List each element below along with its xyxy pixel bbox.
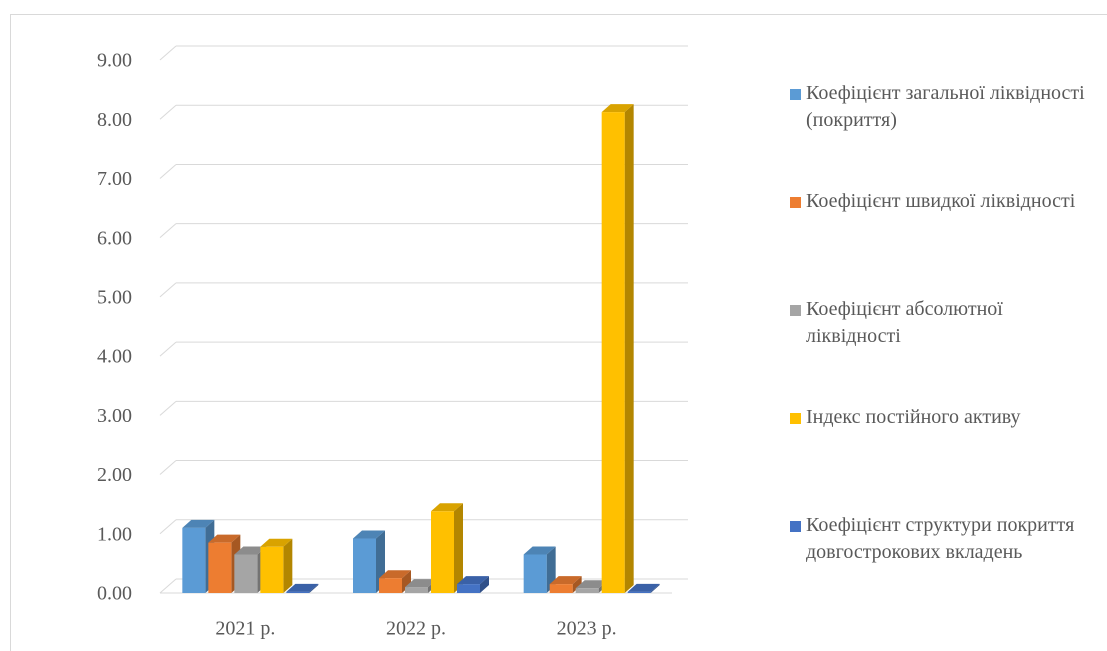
grid-line-side bbox=[159, 460, 177, 475]
bar bbox=[457, 576, 489, 593]
y-tick-label: 5.00 bbox=[97, 286, 132, 308]
bar-front bbox=[379, 578, 402, 593]
bar bbox=[549, 576, 582, 593]
legend-label: Коефіцієнт абсолютної ліквідності bbox=[806, 298, 1003, 347]
y-tick-label: 7.00 bbox=[97, 168, 132, 190]
grid-line-side bbox=[159, 578, 177, 594]
y-tick-label: 3.00 bbox=[97, 405, 132, 427]
bar bbox=[601, 104, 634, 594]
bar-top bbox=[405, 579, 437, 588]
bar-front bbox=[182, 527, 206, 593]
bar-top bbox=[208, 534, 241, 543]
legend-label: Коефіцієнт загальної ліквідності (покрит… bbox=[806, 82, 1085, 131]
bar bbox=[431, 503, 463, 593]
grid-line-side bbox=[159, 400, 177, 416]
legend: Коефіцієнт загальної ліквідності (покрит… bbox=[790, 80, 1100, 620]
bar bbox=[260, 538, 293, 593]
legend-label: Коефіцієнт структури покриття довгострок… bbox=[806, 514, 1075, 563]
bar-side bbox=[572, 576, 582, 593]
grid-line-side bbox=[159, 282, 177, 298]
y-tick-label: 0.00 bbox=[97, 583, 132, 605]
bar-top bbox=[182, 519, 215, 528]
grid-line-side bbox=[159, 164, 177, 179]
bar-top bbox=[601, 104, 634, 113]
bar-side bbox=[283, 538, 293, 593]
bar bbox=[379, 570, 411, 593]
bar-front bbox=[208, 542, 232, 593]
bar-front bbox=[260, 546, 284, 593]
bar-top bbox=[457, 576, 489, 585]
bar-front bbox=[431, 511, 454, 593]
bar-top bbox=[286, 583, 319, 592]
bar-side bbox=[454, 503, 463, 593]
legend-item: Коефіцієнт структури покриття довгострок… bbox=[790, 512, 1100, 620]
legend-item: Коефіцієнт загальної ліквідності (покрит… bbox=[790, 80, 1100, 188]
legend-label: Індекс постійного активу bbox=[806, 406, 1021, 428]
grid-line-side bbox=[159, 341, 177, 357]
bar-side bbox=[402, 570, 411, 593]
bar-top bbox=[575, 580, 608, 589]
grid-line-side bbox=[159, 519, 177, 535]
grid-line-side bbox=[159, 45, 177, 61]
bar-front bbox=[405, 587, 428, 593]
legend-swatch bbox=[790, 521, 801, 532]
bar-top bbox=[549, 576, 582, 585]
bar-top bbox=[234, 546, 267, 555]
bar-side bbox=[624, 104, 634, 594]
legend-swatch bbox=[790, 305, 801, 316]
bar-side bbox=[309, 583, 319, 593]
legend-item: Коефіцієнт швидкої ліквідності bbox=[790, 188, 1100, 296]
x-tick-label: 2022 р. bbox=[386, 618, 446, 640]
x-tick-label: 2023 р. bbox=[557, 618, 617, 640]
bar-front bbox=[234, 554, 258, 593]
bar-top bbox=[627, 583, 660, 592]
bar-top bbox=[523, 546, 556, 555]
bar bbox=[286, 583, 319, 593]
y-tick-label: 2.00 bbox=[97, 464, 132, 486]
y-tick-label: 1.00 bbox=[97, 523, 132, 545]
bar-front bbox=[353, 538, 376, 593]
grid-line-side bbox=[159, 223, 177, 239]
grid-line-side bbox=[159, 104, 177, 120]
bar-front bbox=[286, 591, 310, 593]
y-tick-label: 4.00 bbox=[97, 346, 132, 368]
legend-item: Індекс постійного активу bbox=[790, 404, 1100, 512]
bar-front bbox=[523, 554, 547, 593]
x-tick-label: 2021 р. bbox=[215, 618, 275, 640]
bar-side bbox=[650, 583, 660, 593]
bar-top bbox=[379, 570, 411, 579]
bar-top bbox=[431, 503, 463, 512]
bar bbox=[627, 583, 660, 593]
y-tick-label: 9.00 bbox=[97, 50, 132, 72]
y-tick-label: 8.00 bbox=[97, 109, 132, 131]
legend-swatch bbox=[790, 89, 801, 100]
legend-swatch bbox=[790, 413, 801, 424]
chart-frame bbox=[10, 14, 1107, 651]
bar-front bbox=[457, 584, 480, 593]
bar-front bbox=[601, 112, 625, 594]
bar-top bbox=[260, 538, 293, 547]
bar-front bbox=[549, 584, 573, 593]
legend-label: Коефіцієнт швидкої ліквідності bbox=[806, 190, 1076, 212]
bar-top bbox=[353, 530, 385, 539]
bar-front bbox=[627, 591, 651, 593]
y-tick-label: 6.00 bbox=[97, 227, 132, 249]
bar-front bbox=[575, 588, 599, 593]
bar-side bbox=[480, 576, 489, 593]
legend-item: Коефіцієнт абсолютної ліквідності bbox=[790, 296, 1100, 404]
legend-swatch bbox=[790, 197, 801, 208]
